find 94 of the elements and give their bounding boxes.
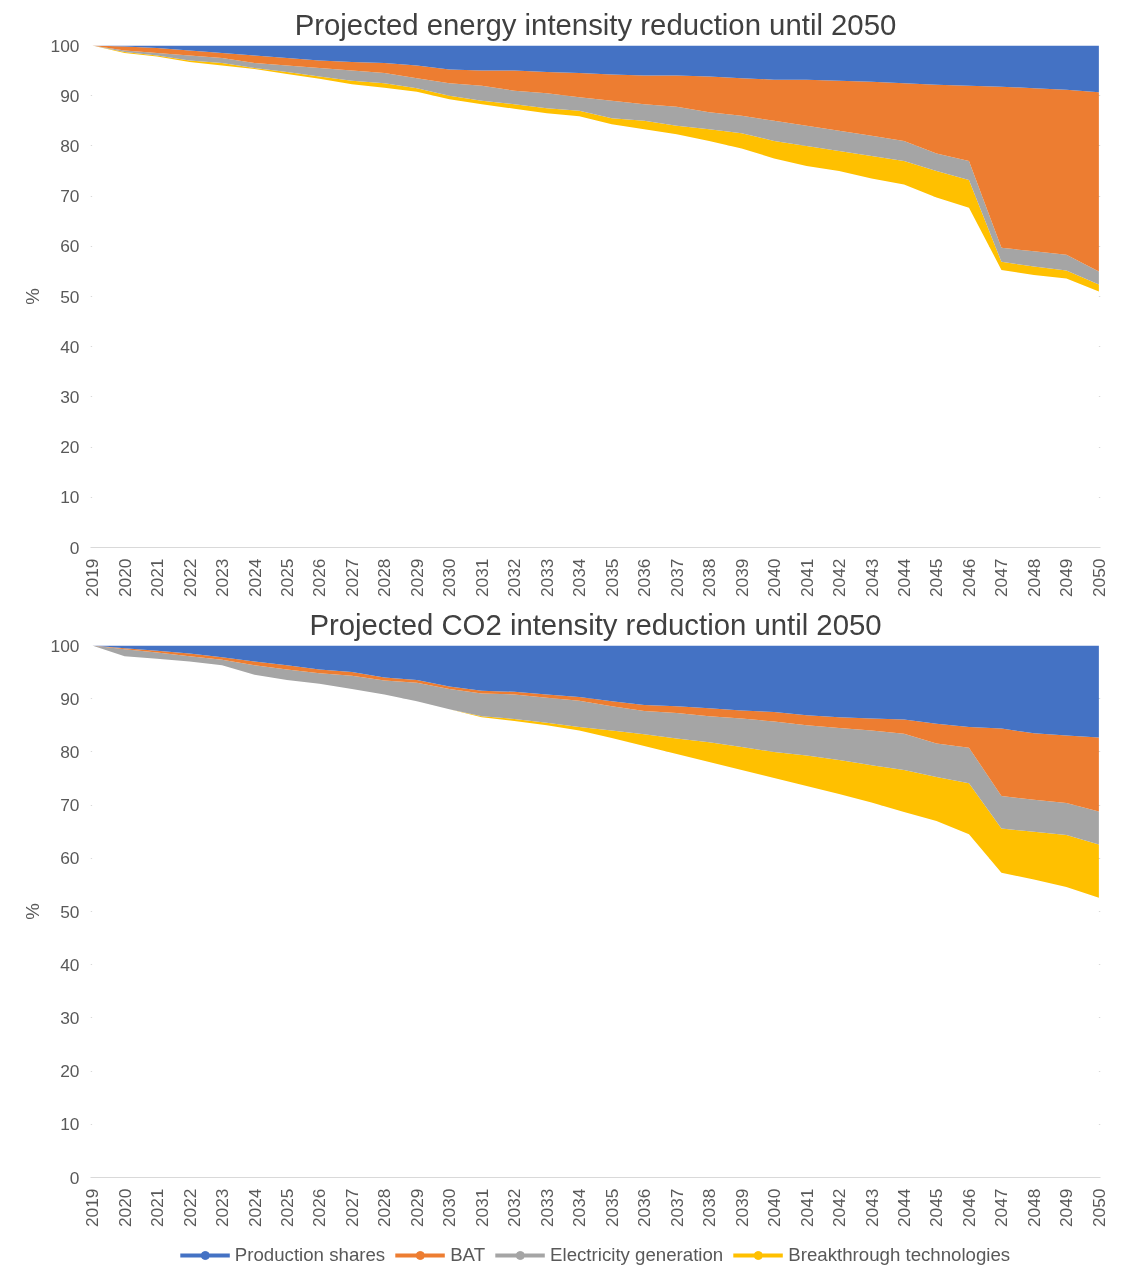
y-tick-label: 60 bbox=[60, 848, 80, 869]
x-tick-label: 2024 bbox=[244, 1188, 265, 1228]
legend-label: Production shares bbox=[234, 1244, 386, 1266]
x-tick-label: 2036 bbox=[634, 558, 655, 598]
x-tick-label: 2032 bbox=[504, 558, 525, 598]
x-tick-label: 2049 bbox=[1056, 1188, 1077, 1228]
x-tick-label: 2022 bbox=[179, 1188, 200, 1228]
y-tick-label: 0 bbox=[69, 1167, 80, 1188]
x-tick-label: 2031 bbox=[471, 1188, 492, 1228]
x-tick-label: 2021 bbox=[147, 558, 168, 598]
x-tick-label: 2043 bbox=[861, 558, 882, 598]
x-tick-label: 2045 bbox=[926, 558, 947, 598]
x-tick-label: 2046 bbox=[958, 1188, 979, 1228]
x-tick-label: 2023 bbox=[212, 558, 233, 598]
x-tick-label: 2031 bbox=[471, 558, 492, 598]
x-tick-label: 2050 bbox=[1088, 558, 1109, 598]
x-tick-label: 2020 bbox=[114, 558, 135, 598]
y-axis-title: % bbox=[21, 903, 43, 920]
x-tick-label: 2037 bbox=[666, 558, 687, 598]
x-tick-label: 2025 bbox=[276, 558, 297, 598]
x-tick-label: 2043 bbox=[861, 1188, 882, 1228]
y-tick-label: 40 bbox=[60, 954, 80, 975]
x-tick-label: 2026 bbox=[309, 1188, 330, 1228]
x-tick-label: 2044 bbox=[894, 1188, 915, 1228]
x-tick-label: 2034 bbox=[569, 558, 590, 598]
y-tick-label: 100 bbox=[50, 35, 80, 56]
x-tick-label: 2029 bbox=[406, 1188, 427, 1228]
x-tick-label: 2026 bbox=[309, 558, 330, 598]
x-tick-label: 2036 bbox=[634, 1188, 655, 1228]
x-tick-label: 2042 bbox=[829, 1188, 850, 1228]
y-tick-label: 0 bbox=[69, 537, 80, 558]
x-tick-label: 2041 bbox=[796, 558, 817, 598]
x-tick-label: 2046 bbox=[958, 558, 979, 598]
y-tick-label: 70 bbox=[60, 795, 80, 816]
y-axis-title: % bbox=[21, 288, 43, 305]
y-tick-label: 60 bbox=[60, 236, 80, 257]
x-tick-label: 2024 bbox=[244, 558, 265, 598]
y-tick-label: 10 bbox=[60, 487, 80, 508]
y-tick-label: 90 bbox=[60, 85, 80, 106]
x-tick-label: 2030 bbox=[439, 1188, 460, 1228]
x-tick-label: 2025 bbox=[276, 1188, 297, 1228]
x-tick-label: 2040 bbox=[764, 1188, 785, 1228]
x-tick-label: 2042 bbox=[829, 558, 850, 598]
x-tick-label: 2021 bbox=[147, 1188, 168, 1228]
legend-label: BAT bbox=[450, 1244, 486, 1266]
x-tick-label: 2044 bbox=[894, 558, 915, 598]
x-tick-label: 2033 bbox=[536, 558, 557, 598]
y-tick-label: 90 bbox=[60, 688, 80, 709]
y-tick-label: 30 bbox=[60, 386, 80, 407]
y-tick-label: 100 bbox=[50, 635, 80, 656]
x-tick-label: 2030 bbox=[439, 558, 460, 598]
y-tick-label: 50 bbox=[60, 286, 80, 307]
y-tick-label: 80 bbox=[60, 135, 80, 156]
x-tick-label: 2027 bbox=[341, 1188, 362, 1228]
x-tick-label: 2022 bbox=[179, 558, 200, 598]
x-tick-label: 2047 bbox=[991, 1188, 1012, 1228]
x-tick-label: 2028 bbox=[374, 558, 395, 598]
x-tick-label: 2037 bbox=[666, 1188, 687, 1228]
x-tick-label: 2048 bbox=[1023, 1188, 1044, 1228]
legend-label: Breakthrough technologies bbox=[788, 1244, 1011, 1266]
x-tick-label: 2050 bbox=[1088, 1188, 1109, 1228]
x-tick-label: 2040 bbox=[764, 558, 785, 598]
x-tick-label: 2035 bbox=[601, 558, 622, 598]
x-tick-label: 2038 bbox=[699, 1188, 720, 1228]
y-tick-label: 80 bbox=[60, 741, 80, 762]
x-tick-label: 2019 bbox=[82, 1188, 103, 1228]
y-tick-label: 40 bbox=[60, 336, 80, 357]
x-tick-label: 2032 bbox=[504, 1188, 525, 1228]
x-tick-label: 2034 bbox=[569, 1188, 590, 1228]
y-tick-label: 70 bbox=[60, 186, 80, 207]
x-tick-label: 2041 bbox=[796, 1188, 817, 1228]
x-tick-label: 2027 bbox=[341, 558, 362, 598]
legend-label: Electricity generation bbox=[550, 1244, 724, 1266]
y-tick-label: 10 bbox=[60, 1114, 80, 1135]
x-tick-label: 2035 bbox=[601, 1188, 622, 1228]
x-tick-label: 2047 bbox=[991, 558, 1012, 598]
x-tick-label: 2048 bbox=[1023, 558, 1044, 598]
x-tick-label: 2038 bbox=[699, 558, 720, 598]
chart-title: Projected CO2 intensity reduction until 2050 bbox=[309, 607, 882, 641]
x-tick-label: 2019 bbox=[82, 558, 103, 598]
x-tick-label: 2049 bbox=[1056, 558, 1077, 598]
x-tick-label: 2039 bbox=[731, 1188, 752, 1228]
y-tick-label: 20 bbox=[60, 437, 80, 458]
y-tick-label: 30 bbox=[60, 1007, 80, 1028]
y-tick-label: 20 bbox=[60, 1061, 80, 1082]
x-tick-label: 2029 bbox=[406, 558, 427, 598]
y-tick-label: 50 bbox=[60, 901, 80, 922]
x-tick-label: 2039 bbox=[731, 558, 752, 598]
chart-title: Projected energy intensity reduction until 2050 bbox=[294, 7, 897, 41]
x-tick-label: 2045 bbox=[926, 1188, 947, 1228]
x-tick-label: 2020 bbox=[114, 1188, 135, 1228]
x-tick-label: 2028 bbox=[374, 1188, 395, 1228]
x-tick-label: 2023 bbox=[212, 1188, 233, 1228]
x-tick-label: 2033 bbox=[536, 1188, 557, 1228]
